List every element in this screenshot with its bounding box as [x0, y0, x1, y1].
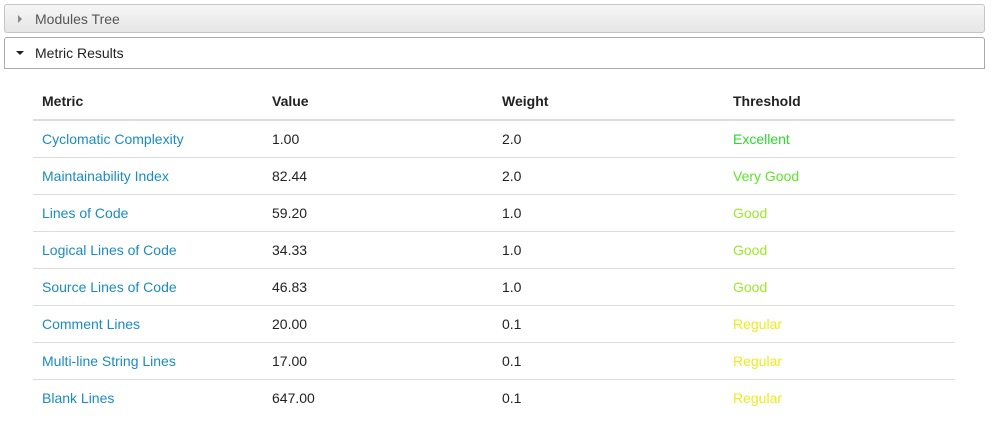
- table-row: Comment Lines 20.00 0.1 Regular: [33, 305, 955, 343]
- threshold-cell: Excellent: [724, 120, 955, 158]
- value-cell: 34.33: [263, 231, 493, 269]
- threshold-cell: Good: [724, 268, 955, 306]
- column-header-metric: Metric: [33, 82, 263, 121]
- metric-link[interactable]: Logical Lines of Code: [42, 242, 177, 258]
- metric-cell: Logical Lines of Code: [33, 231, 263, 269]
- weight-cell: 1.0: [493, 194, 724, 232]
- weight-cell: 1.0: [493, 231, 724, 269]
- threshold-cell: Regular: [733, 390, 783, 406]
- value-cell: 82.44: [263, 157, 493, 195]
- metric-cell: Multi-line String Lines: [33, 342, 263, 380]
- modules-tree-title: Modules Tree: [35, 10, 120, 27]
- table-row: Source Lines of Code 46.83 1.0 Good: [33, 268, 955, 306]
- table-row: Lines of Code 59.20 1.0 Good: [33, 194, 955, 232]
- metric-results-title: Metric Results: [35, 45, 124, 61]
- metric-results-header[interactable]: Metric Results: [4, 37, 985, 69]
- metric-cell: Lines of Code: [33, 194, 263, 232]
- weight-cell: 0.1: [502, 390, 522, 406]
- metric-link[interactable]: Lines of Code: [42, 205, 129, 221]
- table-row: Multi-line String Lines 17.00 0.1 Regula…: [33, 342, 955, 380]
- value-cell: 647.00: [272, 390, 315, 406]
- threshold-cell: Regular: [724, 305, 955, 343]
- value-cell: 20.00: [263, 305, 493, 343]
- table-row: Blank Lines 647.00 0.1 Regular: [33, 380, 955, 417]
- metric-link[interactable]: Source Lines of Code: [42, 279, 177, 295]
- metric-link[interactable]: Maintainability Index: [42, 168, 169, 184]
- weight-cell: 1.0: [493, 268, 724, 306]
- threshold-cell: Regular: [724, 342, 955, 380]
- value-cell: 1.00: [263, 120, 493, 158]
- threshold-cell: Good: [724, 194, 955, 232]
- weight-cell: 2.0: [493, 157, 724, 195]
- value-cell: 59.20: [263, 194, 493, 232]
- metric-cell: Cyclomatic Complexity: [33, 120, 263, 158]
- value-cell: 46.83: [263, 268, 493, 306]
- metric-cell: Source Lines of Code: [33, 268, 263, 306]
- metric-link[interactable]: Cyclomatic Complexity: [42, 131, 184, 147]
- weight-cell: 0.1: [493, 305, 724, 343]
- threshold-cell: Very Good: [724, 157, 955, 195]
- column-header-weight: Weight: [493, 82, 724, 121]
- table-row: Maintainability Index 82.44 2.0 Very Goo…: [33, 157, 955, 195]
- table-header-row: Metric Value Weight Threshold: [33, 82, 955, 121]
- column-header-value: Value: [263, 82, 493, 121]
- metrics-table-body: Cyclomatic Complexity 1.00 2.0 Excellent…: [33, 120, 955, 416]
- triangle-right-icon: [5, 14, 35, 23]
- column-header-threshold: Threshold: [724, 82, 955, 121]
- triangle-down-icon: [5, 49, 35, 57]
- metric-results-content: Metric Value Weight Threshold Cyclomatic…: [33, 82, 955, 416]
- table-row: Logical Lines of Code 34.33 1.0 Good: [33, 231, 955, 269]
- threshold-cell: Good: [724, 231, 955, 269]
- metric-cell: Comment Lines: [33, 305, 263, 343]
- table-row: Cyclomatic Complexity 1.00 2.0 Excellent: [33, 120, 955, 158]
- metric-cell: Blank Lines: [33, 380, 263, 417]
- metric-link[interactable]: Blank Lines: [42, 390, 115, 406]
- metrics-table: Metric Value Weight Threshold Cyclomatic…: [33, 82, 955, 416]
- metric-cell: Maintainability Index: [33, 157, 263, 195]
- metric-link[interactable]: Multi-line String Lines: [42, 353, 176, 369]
- weight-cell: 0.1: [493, 342, 724, 380]
- metric-link[interactable]: Comment Lines: [42, 316, 141, 332]
- weight-cell: 2.0: [493, 120, 724, 158]
- modules-tree-header[interactable]: Modules Tree: [4, 4, 985, 33]
- value-cell: 17.00: [263, 342, 493, 380]
